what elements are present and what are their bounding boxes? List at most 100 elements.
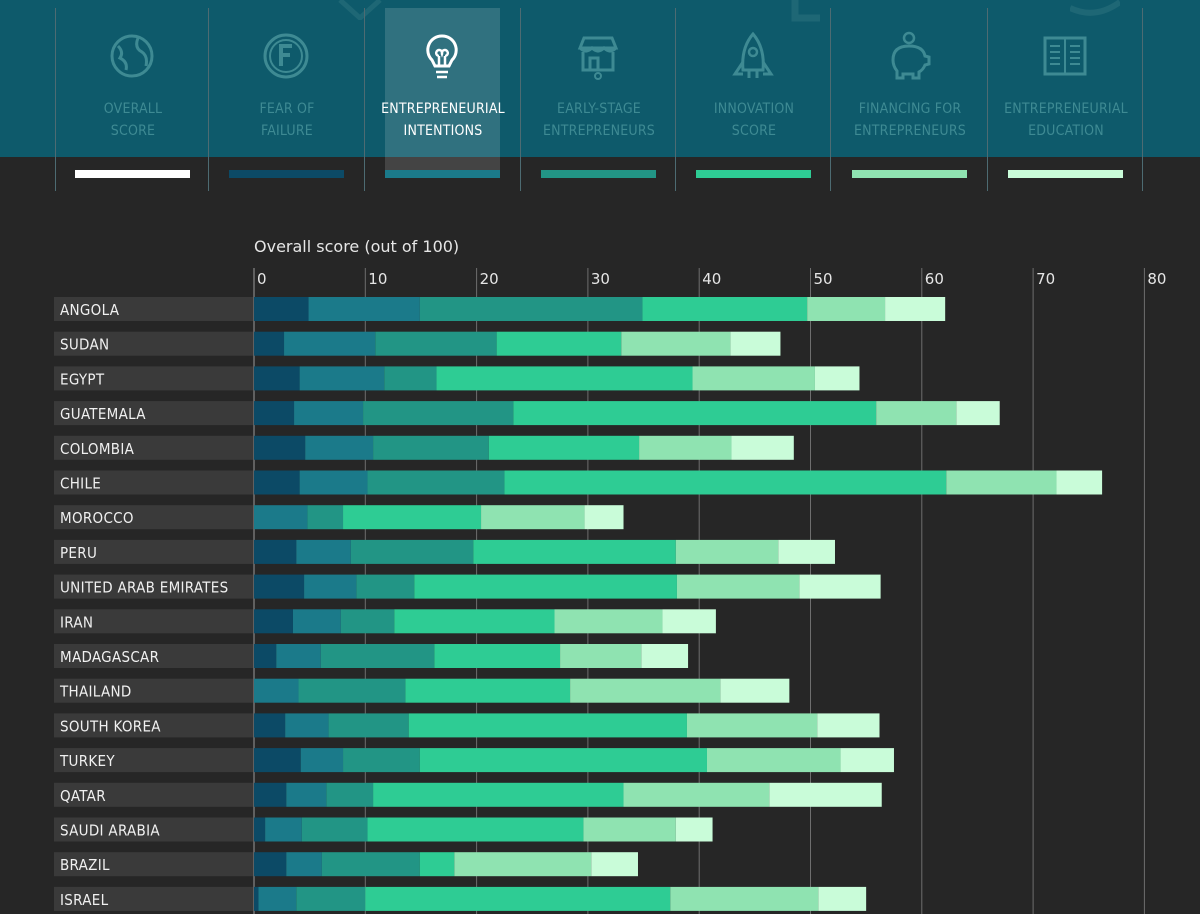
- bar-segment[interactable]: [504, 470, 947, 495]
- bar-segment[interactable]: [254, 435, 306, 460]
- bar-segment[interactable]: [473, 539, 676, 564]
- bar-segment[interactable]: [254, 331, 285, 356]
- bar-segment[interactable]: [254, 574, 305, 599]
- bar-segment[interactable]: [305, 435, 374, 460]
- bar-segment[interactable]: [554, 609, 663, 634]
- bar-segment[interactable]: [623, 782, 770, 807]
- bar-segment[interactable]: [375, 331, 497, 356]
- bar-segment[interactable]: [436, 366, 693, 391]
- bar-segment[interactable]: [419, 297, 643, 321]
- bar-segment[interactable]: [946, 470, 1057, 495]
- bar-segment[interactable]: [641, 644, 689, 668]
- bar-segment[interactable]: [818, 886, 867, 911]
- bar-segment[interactable]: [254, 366, 300, 391]
- bar-segment[interactable]: [706, 748, 841, 773]
- bar-segment[interactable]: [294, 401, 364, 426]
- bar-segment[interactable]: [321, 852, 420, 877]
- bar-segment[interactable]: [799, 574, 881, 599]
- bar-segment[interactable]: [254, 505, 308, 530]
- bar-segment[interactable]: [365, 886, 671, 911]
- bar-segment[interactable]: [307, 505, 344, 530]
- bar-segment[interactable]: [350, 539, 474, 564]
- bar-segment[interactable]: [258, 886, 297, 911]
- bar-segment[interactable]: [570, 678, 721, 703]
- bar-segment[interactable]: [394, 609, 555, 634]
- bar-segment[interactable]: [807, 297, 886, 321]
- bar-segment[interactable]: [675, 817, 713, 842]
- bar-segment[interactable]: [265, 817, 302, 842]
- bar-segment[interactable]: [405, 678, 571, 703]
- bar-segment[interactable]: [254, 644, 277, 668]
- bar-segment[interactable]: [343, 748, 420, 773]
- bar-segment[interactable]: [300, 748, 344, 773]
- bar-segment[interactable]: [414, 574, 677, 599]
- bar-segment[interactable]: [591, 852, 638, 877]
- bar-segment[interactable]: [343, 505, 482, 530]
- tab-letter-f[interactable]: FEAR OF FAILURE: [229, 8, 344, 193]
- bar-segment[interactable]: [676, 574, 800, 599]
- bar-segment[interactable]: [454, 852, 592, 877]
- bar-segment[interactable]: [254, 539, 297, 564]
- bar-segment[interactable]: [686, 713, 818, 738]
- bar-segment[interactable]: [254, 817, 266, 842]
- bar-segment[interactable]: [254, 401, 295, 426]
- bar-segment[interactable]: [320, 644, 435, 668]
- bar-segment[interactable]: [885, 297, 946, 321]
- bar-segment[interactable]: [299, 366, 385, 391]
- bar-segment[interactable]: [254, 748, 301, 773]
- bar-segment[interactable]: [876, 401, 957, 426]
- bar-segment[interactable]: [481, 505, 585, 530]
- bar-segment[interactable]: [254, 297, 309, 321]
- bar-segment[interactable]: [340, 609, 395, 634]
- bar-segment[interactable]: [1056, 470, 1103, 495]
- bar-segment[interactable]: [373, 782, 624, 807]
- tab-book[interactable]: ENTREPRENEURIAL EDUCATION: [1004, 8, 1128, 193]
- bar-segment[interactable]: [670, 886, 819, 911]
- bar-segment[interactable]: [254, 886, 259, 911]
- bar-segment[interactable]: [301, 817, 368, 842]
- tab-lightbulb[interactable]: ENTREPRENEURIAL INTENTIONS: [381, 8, 505, 193]
- bar-segment[interactable]: [408, 713, 687, 738]
- bar-segment[interactable]: [254, 713, 286, 738]
- bar-segment[interactable]: [254, 678, 299, 703]
- bar-segment[interactable]: [621, 331, 731, 356]
- bar-segment[interactable]: [304, 574, 357, 599]
- bar-segment[interactable]: [419, 852, 455, 877]
- bar-segment[interactable]: [328, 713, 409, 738]
- bar-segment[interactable]: [292, 609, 341, 634]
- bar-segment[interactable]: [254, 782, 287, 807]
- bar-segment[interactable]: [286, 852, 322, 877]
- bar-segment[interactable]: [778, 539, 835, 564]
- bar-segment[interactable]: [720, 678, 790, 703]
- bar-segment[interactable]: [296, 886, 366, 911]
- bar-segment[interactable]: [488, 435, 640, 460]
- bar-segment[interactable]: [285, 713, 329, 738]
- bar-segment[interactable]: [583, 817, 676, 842]
- tab-piggy-bank[interactable]: FINANCING FOR ENTREPRENEURS: [852, 8, 967, 193]
- bar-segment[interactable]: [730, 331, 781, 356]
- bar-segment[interactable]: [384, 366, 437, 391]
- bar-segment[interactable]: [662, 609, 716, 634]
- bar-segment[interactable]: [367, 470, 505, 495]
- bar-segment[interactable]: [276, 644, 321, 668]
- bar-segment[interactable]: [814, 366, 860, 391]
- bar-segment[interactable]: [639, 435, 732, 460]
- bar-segment[interactable]: [560, 644, 642, 668]
- bar-segment[interactable]: [326, 782, 374, 807]
- bar-segment[interactable]: [363, 401, 514, 426]
- bar-segment[interactable]: [296, 539, 351, 564]
- bar-segment[interactable]: [692, 366, 815, 391]
- bar-segment[interactable]: [675, 539, 779, 564]
- bar-segment[interactable]: [419, 748, 707, 773]
- bar-segment[interactable]: [254, 852, 287, 877]
- bar-segment[interactable]: [373, 435, 489, 460]
- bar-segment[interactable]: [367, 817, 584, 842]
- bar-segment[interactable]: [286, 782, 327, 807]
- bar-segment[interactable]: [769, 782, 882, 807]
- bar-segment[interactable]: [299, 470, 368, 495]
- tab-rocket[interactable]: INNOVATION SCORE: [696, 8, 811, 193]
- bar-segment[interactable]: [642, 297, 808, 321]
- bar-segment[interactable]: [584, 505, 624, 530]
- bar-segment[interactable]: [308, 297, 420, 321]
- tab-shop[interactable]: EARLY-STAGE ENTREPRENEURS: [541, 8, 656, 193]
